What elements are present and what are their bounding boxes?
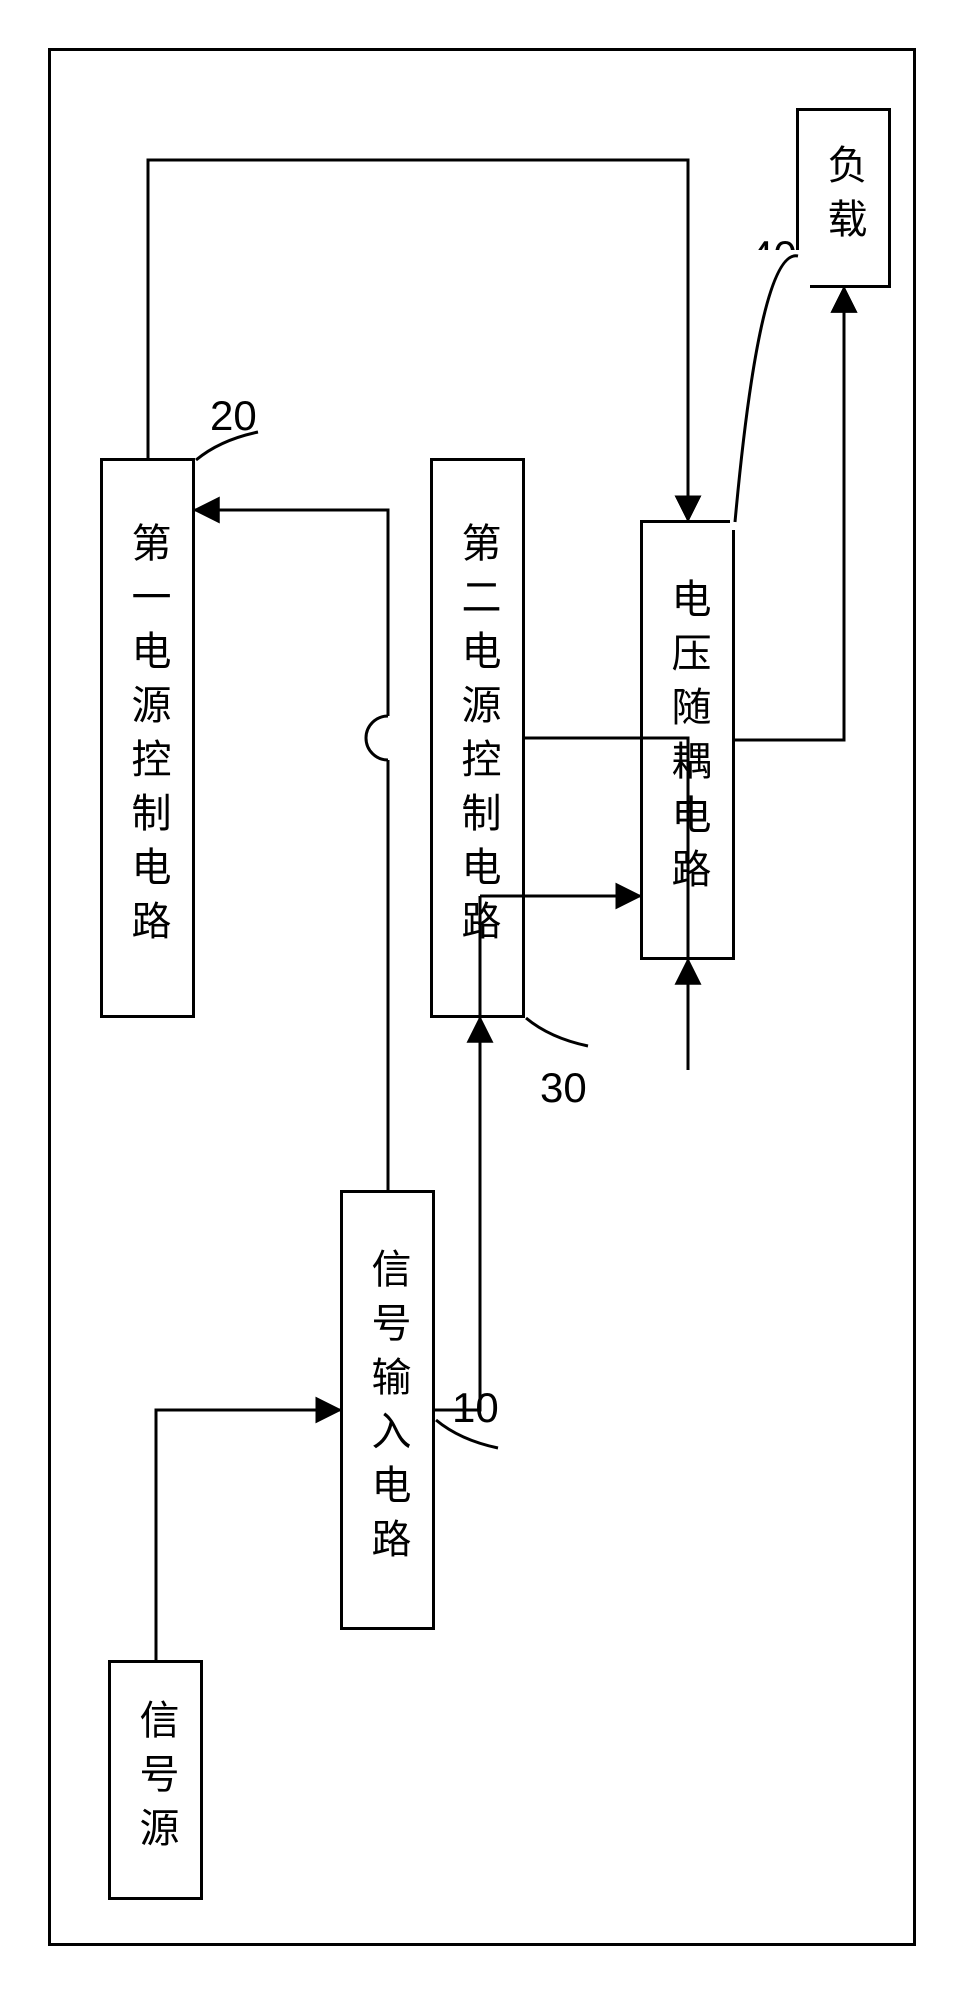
block-load: 负载: [796, 108, 891, 288]
block-voltage-coupler: 电压随耦电路: [640, 520, 735, 960]
label-voltage-coupler: 电压随耦电路: [668, 578, 708, 902]
label-signal-input: 信号输入电路: [368, 1248, 408, 1572]
num-power-ctrl-1: 20: [210, 392, 257, 440]
label-signal-source: 信号源: [136, 1699, 176, 1861]
block-signal-source: 信号源: [108, 1660, 203, 1900]
num-voltage-coupler: 40: [750, 232, 797, 280]
num-signal-input: 10: [452, 1384, 499, 1432]
block-power-ctrl-2: 第二电源控制电路: [430, 458, 525, 1018]
block-power-ctrl-1: 第一电源控制电路: [100, 458, 195, 1018]
label-load: 负载: [824, 144, 864, 252]
label-power-ctrl-2: 第二电源控制电路: [458, 522, 498, 954]
block-signal-input: 信号输入电路: [340, 1190, 435, 1630]
label-power-ctrl-1: 第一电源控制电路: [128, 522, 168, 954]
num-power-ctrl-2: 30: [540, 1064, 587, 1112]
